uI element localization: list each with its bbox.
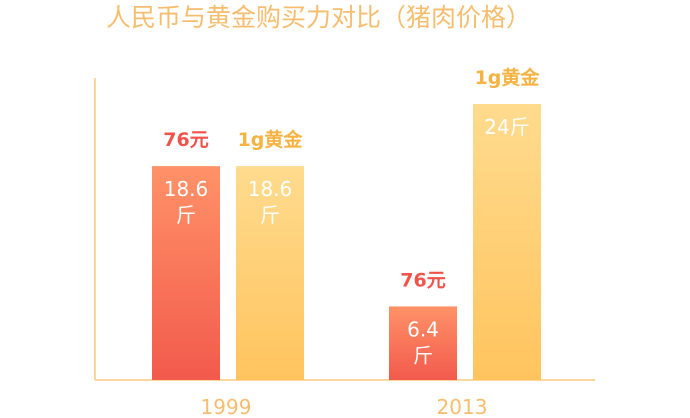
bar-value-label: 18.6	[248, 177, 293, 201]
bar-top-label: 1g黄金	[238, 128, 304, 151]
bar-value-label: 6.4	[407, 317, 439, 341]
bar-value-label: 斤	[260, 203, 280, 227]
x-tick-label: 2013	[437, 395, 488, 418]
bar-value-label: 斤	[176, 203, 196, 227]
bar-value-label: 斤	[413, 343, 433, 367]
bar-top-label: 1g黄金	[475, 66, 541, 89]
x-tick-label: 1999	[201, 395, 252, 418]
bar-value-label: 18.6	[164, 177, 209, 201]
bar-2013-series-2	[473, 104, 541, 380]
bar-value-label: 24斤	[484, 115, 529, 139]
bar-1999-series-1	[152, 166, 220, 380]
chart-title: 人民币与黄金购买力对比（猪肉价格）	[106, 3, 531, 32]
bar-top-label: 76元	[163, 129, 208, 151]
bar-2013-series-1	[389, 306, 457, 380]
bar-1999-series-2	[236, 166, 304, 380]
bar-top-label: 76元	[400, 269, 445, 291]
